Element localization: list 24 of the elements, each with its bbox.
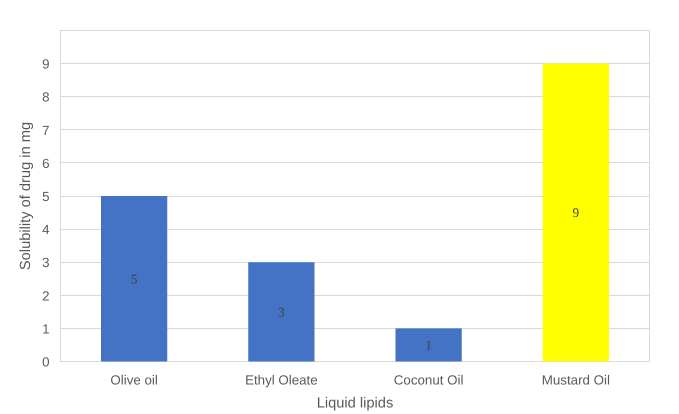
y-tick-label: 5	[42, 189, 50, 204]
x-tick-label: Olive oil	[110, 372, 158, 388]
data-label: 1	[425, 337, 432, 352]
y-tick-label: 8	[42, 90, 50, 105]
y-tick-label: 6	[42, 156, 50, 171]
bar	[100, 196, 168, 362]
y-tick-label: 0	[42, 354, 50, 370]
bar	[395, 328, 462, 362]
data-label: 9	[572, 205, 580, 220]
y-tick-label: 1	[42, 321, 50, 336]
x-axis-title: Liquid lipids	[316, 396, 394, 412]
data-label: 5	[130, 271, 138, 286]
x-tick-label: Ethyl Oleate	[245, 372, 318, 388]
y-tick-label: 9	[42, 56, 50, 72]
y-tick-label: 7	[42, 122, 50, 138]
bar	[542, 64, 610, 362]
y-tick-label: 3	[42, 255, 50, 270]
data-label: 3	[278, 304, 286, 320]
y-axis-title: Solubility of drug in mg	[18, 122, 34, 270]
y-tick-label: 4	[42, 222, 50, 238]
y-tick-label: 2	[42, 288, 50, 304]
bar	[248, 262, 315, 362]
x-tick-label: Mustard Oil	[542, 372, 610, 388]
x-tick-label: Coconut Oil	[394, 372, 464, 388]
